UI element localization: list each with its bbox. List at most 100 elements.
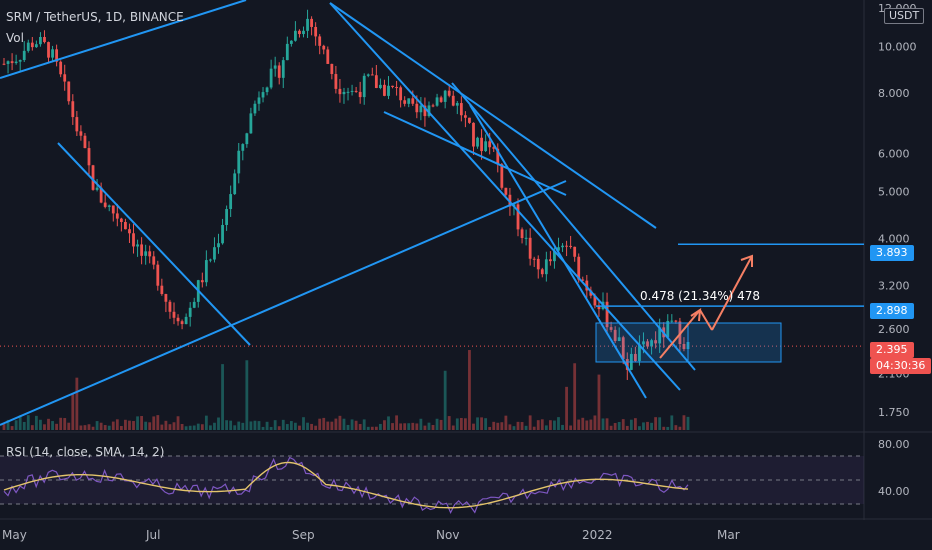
x-tick-label: Nov (436, 528, 459, 542)
volume-bar (188, 425, 192, 430)
volume-bar (115, 419, 119, 430)
volume-bar (358, 424, 362, 430)
volume-bar (204, 415, 208, 430)
candle-body (354, 90, 358, 92)
volume-bar (544, 425, 548, 430)
candle-body (188, 307, 192, 317)
y-tick-label: 6.000 (878, 147, 910, 160)
trend-line (0, 0, 247, 79)
volume-bar (213, 422, 216, 430)
volume-bar (176, 416, 180, 430)
candle-body (463, 115, 467, 118)
volume-bar (326, 421, 330, 430)
volume-bar (387, 416, 390, 430)
volume-bar (633, 418, 637, 430)
volume-bar (39, 419, 42, 430)
volume-bar (47, 418, 50, 430)
volume-bar (273, 420, 277, 430)
candle-body (213, 247, 216, 260)
candle-body (548, 259, 552, 262)
volume-bar (662, 426, 666, 430)
volume-bar (289, 421, 293, 430)
volume-bar (338, 415, 342, 430)
volume-bar (621, 419, 625, 430)
candle-body (306, 18, 309, 31)
volume-bar (192, 425, 196, 430)
candle-body (516, 204, 520, 230)
candle-body (18, 60, 22, 62)
candle-body (128, 229, 131, 234)
volume-bar (540, 419, 544, 430)
projection-arrow (711, 255, 753, 331)
candle-body (285, 43, 289, 61)
projection-arrow (659, 309, 701, 359)
volume-bar (379, 423, 382, 430)
volume-bar (87, 424, 91, 430)
volume-bar (294, 422, 297, 430)
volume-bar (370, 426, 374, 430)
candle-body (43, 37, 46, 43)
candle-body (265, 87, 269, 93)
volume-bar (269, 426, 273, 430)
candle-body (342, 91, 346, 95)
candle-body (484, 141, 488, 152)
candle-body (22, 50, 26, 61)
candle-body (682, 344, 686, 350)
candle-body (103, 202, 107, 207)
candle-body (192, 301, 196, 308)
candle-body (411, 98, 415, 104)
rsi-ma-line (3, 461, 689, 509)
trend-line (0, 180, 567, 426)
candle-body (625, 359, 629, 370)
volume-bar (302, 417, 305, 430)
candle-body (322, 45, 326, 50)
volume-bar (415, 423, 419, 430)
volume-bar (686, 416, 690, 430)
volume-bar (217, 417, 220, 430)
volume-bar (152, 416, 156, 430)
volume-bar (593, 415, 597, 430)
candle-body (225, 209, 229, 225)
candle-body (593, 295, 597, 306)
candle-body (229, 194, 233, 210)
candle-body (581, 279, 585, 281)
candle-body (99, 187, 103, 203)
candle-body (209, 259, 212, 261)
candle-body (455, 103, 459, 106)
volume-bar (492, 421, 496, 430)
candle-body (326, 49, 330, 64)
volume-bar (334, 418, 338, 430)
volume-bar (374, 426, 378, 430)
candle-body (176, 317, 180, 322)
candle-body (180, 321, 184, 325)
candle-body (617, 337, 621, 342)
candle-body (2, 63, 6, 65)
candle-body (156, 264, 160, 286)
candle-body (136, 244, 139, 247)
volume-bar (468, 350, 471, 430)
candle-body (245, 133, 249, 145)
volume-bar (310, 423, 313, 430)
volume-bar (180, 423, 184, 430)
currency-badge[interactable]: USDT (884, 8, 925, 24)
candle-body (488, 141, 492, 148)
candle-body (536, 258, 540, 270)
volume-bar (51, 421, 54, 430)
candle-body (302, 30, 305, 35)
candle-body (30, 42, 34, 48)
candle-body (184, 316, 188, 325)
candle-body (160, 285, 164, 295)
x-tick-label: Jul (145, 528, 160, 542)
volume-bar (156, 415, 160, 430)
volume-bar (261, 426, 265, 430)
candle-body (26, 42, 30, 51)
last-price-tag: 2.395 (870, 342, 914, 358)
candle-body (443, 90, 447, 102)
chart-title: SRM / TetherUS, 1D, BINANCE (6, 10, 184, 24)
volume-bar (184, 426, 188, 430)
volume-bar (67, 422, 71, 430)
y-tick-label: 8.000 (878, 87, 910, 100)
volume-bar (435, 418, 439, 430)
volume-bar (95, 421, 99, 430)
